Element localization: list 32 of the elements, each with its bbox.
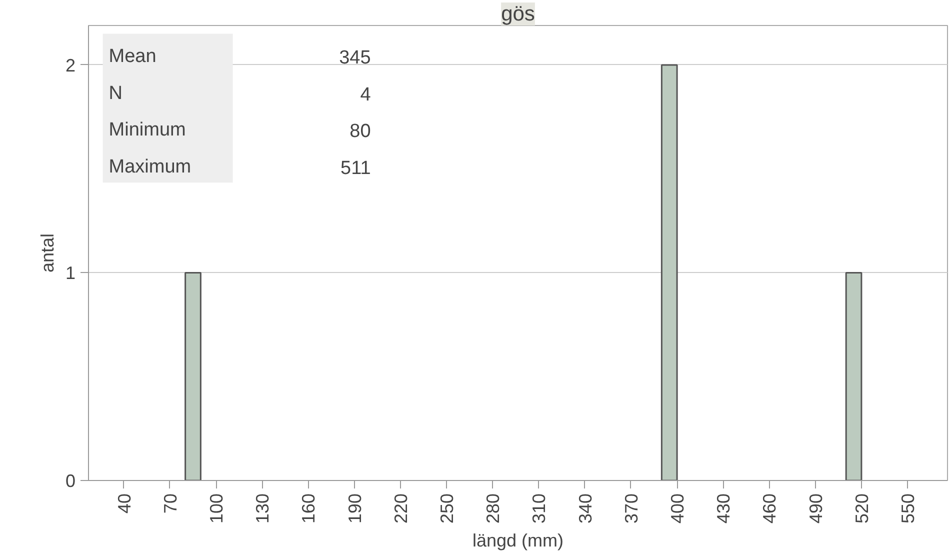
annotation: Maximum <box>108 156 192 178</box>
x-axis-title: längd (mm) <box>472 530 564 551</box>
annotation: 4 <box>360 84 372 106</box>
annotation: Mean <box>108 46 156 68</box>
x-tick-label: 190 <box>344 493 365 524</box>
x-tick-label: 370 <box>621 493 642 524</box>
annotation: N <box>108 82 123 104</box>
x-tick-label: 100 <box>206 493 227 524</box>
x-tick-label: 220 <box>390 493 411 524</box>
x-tick-label: 40 <box>114 493 134 514</box>
y-tick-label: 1 <box>65 263 76 284</box>
x-tick-label: 340 <box>575 493 596 524</box>
annotation: 511 <box>340 158 371 179</box>
x-tick-label: 160 <box>298 493 319 524</box>
x-tick-label: 70 <box>160 493 180 514</box>
x-tick-label: 280 <box>483 493 504 524</box>
annotation: 345 <box>339 48 371 69</box>
x-tick-label: 520 <box>852 493 872 524</box>
x-tick-label: 310 <box>529 493 550 524</box>
x-tick-label: 400 <box>668 493 688 524</box>
x-tick-label: 430 <box>714 493 734 524</box>
x-tick-label: 550 <box>898 493 918 524</box>
annotation: 80 <box>350 121 371 142</box>
y-tick-label: 2 <box>65 55 76 76</box>
chart-title: gös <box>501 2 535 26</box>
x-tick-label: 490 <box>806 493 826 524</box>
x-tick-label: 130 <box>252 493 273 524</box>
y-axis-title: antal <box>37 233 58 273</box>
x-tick-label: 460 <box>760 493 780 524</box>
annotation: Minimum <box>108 120 186 141</box>
y-tick-label: 0 <box>65 471 76 491</box>
x-tick-label: 250 <box>437 493 458 524</box>
